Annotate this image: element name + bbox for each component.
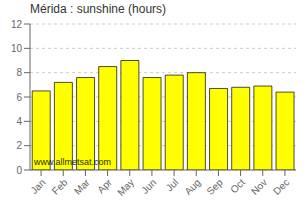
svg-text:12: 12 bbox=[11, 19, 23, 30]
svg-text:Jun: Jun bbox=[139, 177, 158, 196]
svg-text:Feb: Feb bbox=[50, 176, 70, 196]
svg-text:Mar: Mar bbox=[72, 176, 92, 196]
svg-text:2: 2 bbox=[16, 140, 22, 151]
svg-text:0: 0 bbox=[16, 165, 22, 176]
svg-text:Sep: Sep bbox=[204, 176, 225, 197]
svg-text:Jan: Jan bbox=[28, 177, 47, 196]
svg-text:10: 10 bbox=[11, 43, 23, 54]
svg-text:4: 4 bbox=[16, 116, 22, 127]
svg-text:Dec: Dec bbox=[271, 177, 291, 197]
svg-text:Nov: Nov bbox=[249, 177, 269, 197]
svg-text:May: May bbox=[115, 177, 136, 198]
html-text:www.allmetsat.com: www.allmetsat.com bbox=[34, 157, 111, 167]
svg-text:8: 8 bbox=[16, 67, 22, 78]
svg-text:Jul: Jul bbox=[164, 177, 181, 194]
svg-text:Apr: Apr bbox=[95, 176, 114, 195]
svg-text:Oct: Oct bbox=[228, 177, 247, 196]
html-text:Mérida : sunshine (hours): Mérida : sunshine (hours) bbox=[30, 2, 167, 16]
svg-text:Aug: Aug bbox=[182, 177, 202, 197]
svg-text:6: 6 bbox=[16, 92, 22, 103]
